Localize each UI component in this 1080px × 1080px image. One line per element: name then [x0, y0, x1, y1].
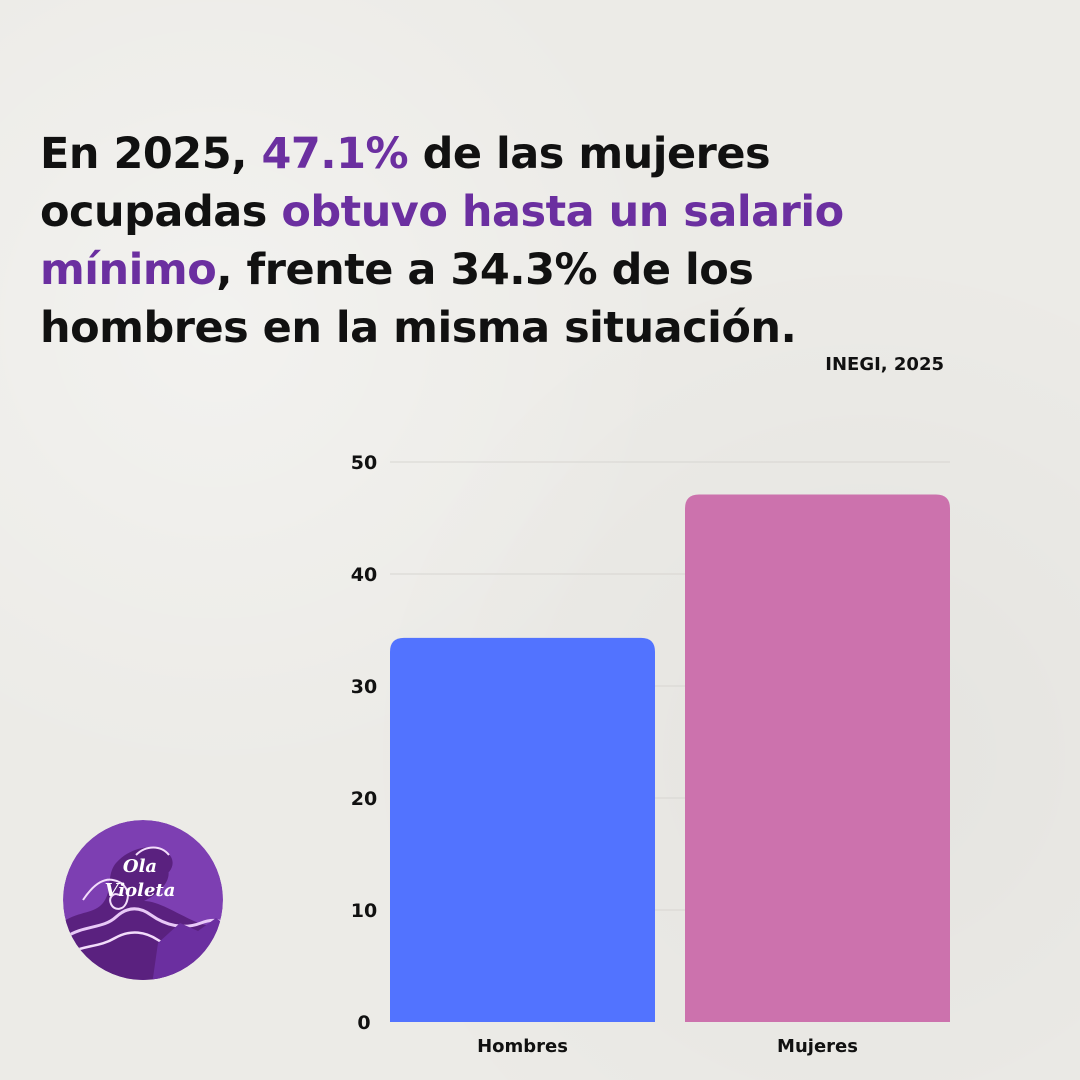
headline-highlight-minimum-wage: obtuvo hasta un salario mínimo [40, 187, 844, 295]
y-tick-label: 40 [351, 564, 377, 586]
y-tick-label: 0 [357, 1012, 370, 1034]
headline-part-3: , frente a 34.3% de los hombres en la mi… [40, 245, 797, 353]
y-tick-label: 30 [351, 676, 377, 698]
headline-part-2: de las mujeres ocupadas [40, 129, 771, 237]
wave-logo-icon [63, 820, 223, 980]
headline-highlight-women-percent: 47.1% [261, 129, 409, 179]
headline-part-1: En 2025, [40, 129, 262, 179]
logo-text-line-2: Violeta [105, 880, 176, 901]
y-tick-label: 20 [351, 788, 377, 810]
y-tick-label: 10 [351, 900, 377, 922]
headline: En 2025, 47.1% de las mujeres ocupadas o… [40, 125, 970, 357]
ola-violeta-logo: Ola Violeta [63, 820, 223, 980]
x-category-label-hombres: Hombres [477, 1036, 568, 1057]
bar-mujeres [685, 494, 950, 1023]
logo-text-line-1: Ola [123, 856, 157, 877]
x-category-label-mujeres: Mujeres [777, 1036, 858, 1057]
source-label: INEGI, 2025 [825, 354, 944, 375]
y-tick-label: 50 [351, 452, 377, 474]
bar-hombres [390, 637, 655, 1022]
